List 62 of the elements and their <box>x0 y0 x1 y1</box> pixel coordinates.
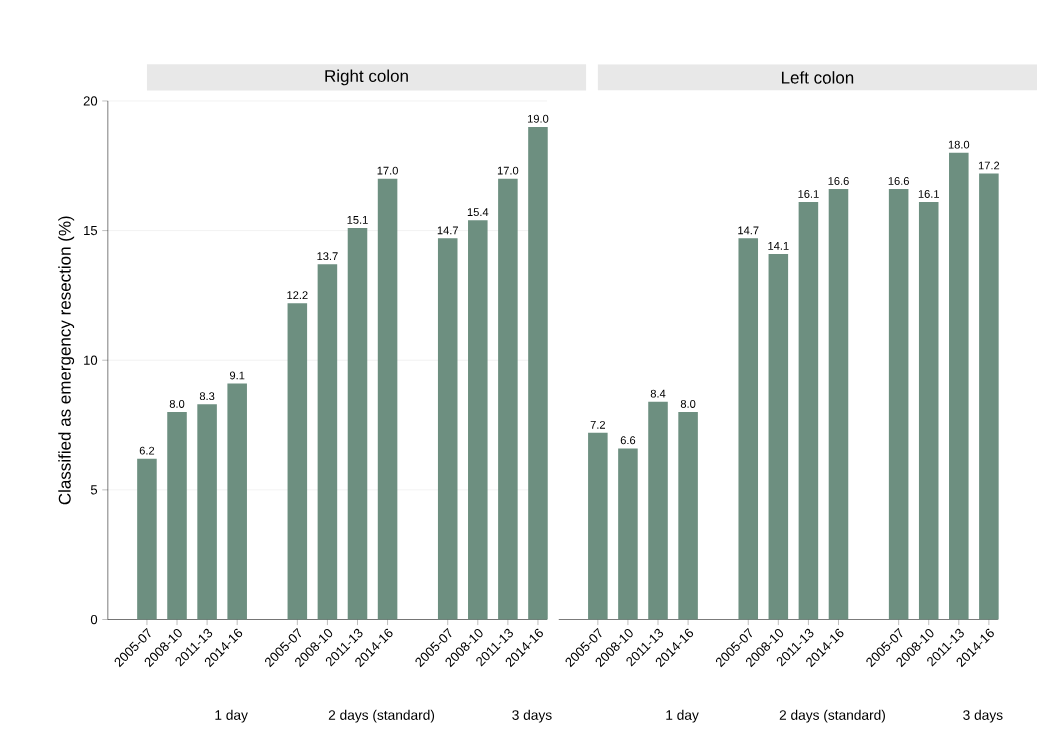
data-label: 6.2 <box>139 446 155 455</box>
data-label: 14.7 <box>738 226 759 235</box>
chart-title: Right colon <box>325 69 408 86</box>
bar <box>588 432 608 620</box>
y-tick-label: 15 <box>84 226 98 236</box>
data-label: 14.7 <box>437 226 458 235</box>
y-tick-label: 10 <box>84 355 98 365</box>
data-label: 17.0 <box>377 166 398 175</box>
bar <box>888 189 909 620</box>
data-label: 12.2 <box>287 291 308 300</box>
bar <box>648 401 668 620</box>
y-tick-label: 20 <box>83 96 98 106</box>
bar <box>227 383 247 620</box>
text: 3 days <box>963 709 1003 723</box>
text: 2 days (standard) <box>779 709 885 723</box>
data-label: 8.0 <box>680 400 696 408</box>
bar <box>498 178 518 620</box>
data-label: 19.0 <box>527 114 549 123</box>
data-label: 16.6 <box>828 177 849 185</box>
text: 1 day <box>215 709 248 723</box>
bar <box>287 303 308 620</box>
bar <box>798 202 819 620</box>
bar <box>678 412 698 620</box>
data-label: 13.7 <box>317 252 338 261</box>
y-tick-label: 5 <box>90 485 98 495</box>
bar <box>949 152 969 620</box>
y-axis-title: Classified as emergency resection (%) <box>58 216 75 505</box>
bar <box>768 253 789 620</box>
data-label: 15.1 <box>347 216 368 224</box>
text: 1 day <box>666 709 699 723</box>
data-label: 8.0 <box>169 400 185 408</box>
bar <box>528 126 548 620</box>
bar <box>167 412 187 620</box>
data-label: 8.3 <box>199 392 215 401</box>
bar <box>828 189 849 620</box>
bar <box>618 448 638 620</box>
y-tick-label: 0 <box>90 614 98 625</box>
chart-title: Left colon <box>781 71 854 84</box>
data-label: 9.1 <box>229 371 245 380</box>
data-label: 16.1 <box>798 190 819 198</box>
text: 2 days (standard) <box>328 709 435 723</box>
bar <box>317 264 338 620</box>
text: 3 days <box>512 709 552 723</box>
data-label: 14.1 <box>768 242 789 250</box>
bar <box>137 458 157 620</box>
bar <box>979 173 999 620</box>
data-label: 18.0 <box>948 140 970 149</box>
bar <box>377 178 398 620</box>
bar <box>918 202 939 620</box>
bar <box>347 228 368 620</box>
data-label: 8.4 <box>650 389 666 398</box>
bar <box>468 220 488 620</box>
data-label: 16.1 <box>918 190 939 198</box>
data-label: 6.6 <box>620 436 636 445</box>
bar <box>437 238 458 620</box>
data-label: 17.0 <box>497 166 519 175</box>
data-label: 15.4 <box>467 208 489 217</box>
data-label: 7.2 <box>590 420 606 429</box>
data-label: 17.2 <box>978 161 1000 170</box>
data-label: 16.6 <box>888 177 909 185</box>
bar <box>197 404 217 620</box>
bar <box>738 238 759 620</box>
